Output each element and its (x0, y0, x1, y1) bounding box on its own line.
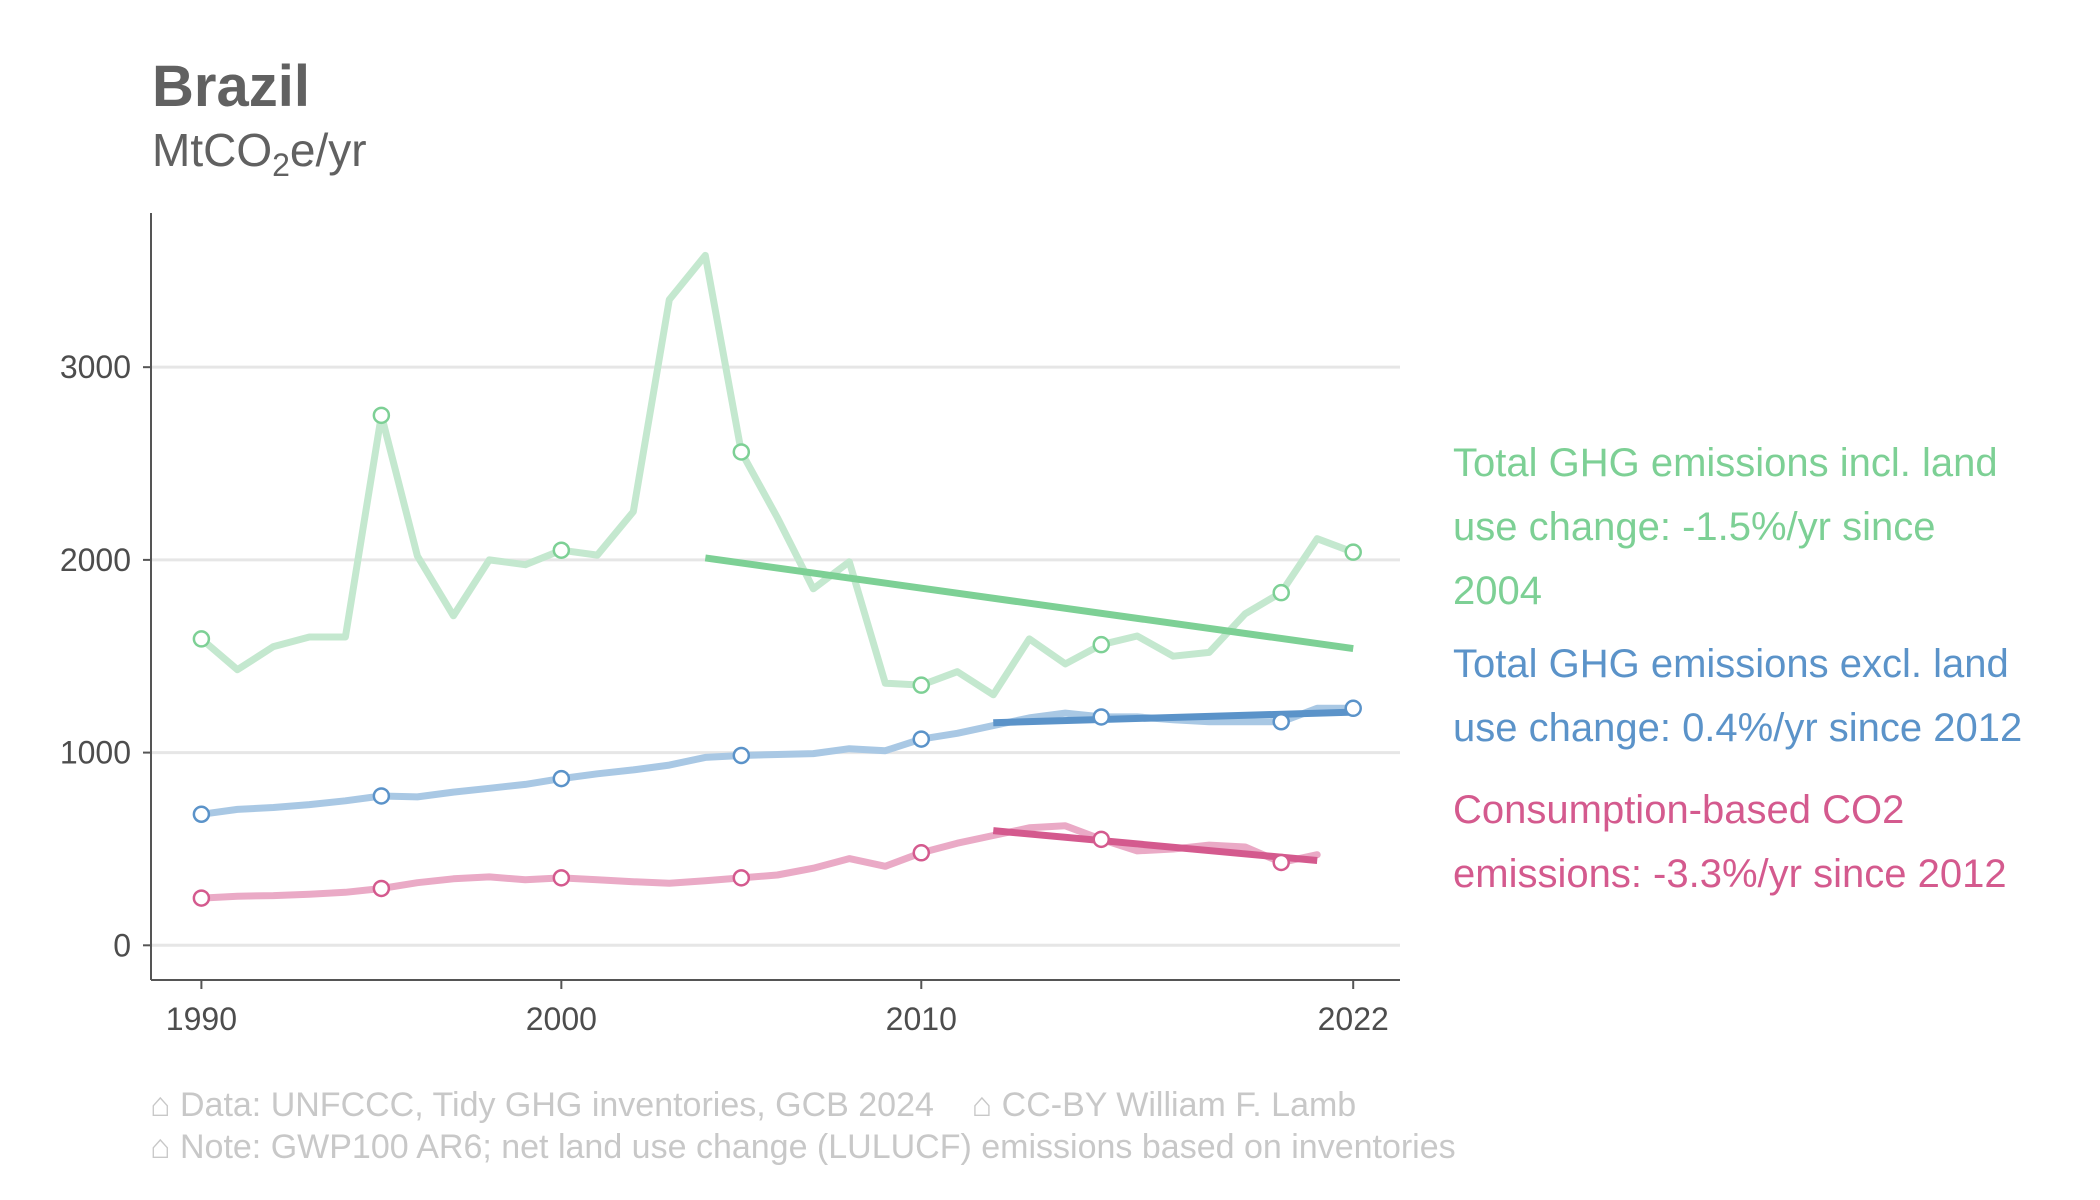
chart-subtitle: MtCO2e/yr (152, 124, 367, 183)
series-0-point-1990 (192, 630, 211, 648)
series-2-point-1995 (372, 879, 391, 898)
y-tick-label-1000: 1000 (60, 735, 131, 771)
gridlines (151, 365, 1400, 947)
y-tick-label-2000: 2000 (60, 542, 131, 578)
series-0-point-2000 (552, 541, 571, 559)
legend: Total GHG emissions incl. land use change… (1453, 441, 2022, 896)
x-tick-label-2010: 2010 (886, 1001, 957, 1037)
legend-label-1-line-0: Total GHG emissions excl. land (1453, 642, 2009, 686)
series-0-point-1995 (372, 406, 391, 425)
legend-label-2-line-0: Consumption-based CO2 (1453, 788, 1904, 832)
series-0-point-2010 (912, 676, 931, 694)
series-0-point-2005 (732, 443, 751, 461)
series-2 (192, 822, 1321, 907)
x-tick-label-1990: 1990 (166, 1001, 237, 1037)
series-1-point-2022 (1344, 699, 1362, 718)
chart-title: Brazil (152, 54, 310, 119)
series-0-point-2022 (1344, 543, 1362, 561)
series-1-point-2015 (1092, 708, 1110, 726)
legend-label-1-line-1: use change: 0.4%/yr since 2012 (1453, 706, 2022, 750)
series-1-point-1995 (372, 787, 391, 805)
legend-label-0-line-0: Total GHG emissions incl. land (1453, 441, 1998, 485)
series-1-trend-line (993, 708, 1354, 727)
series-2-point-2005 (732, 869, 751, 887)
series-0-line (197, 251, 1357, 699)
series-0 (192, 251, 1362, 699)
series-2-point-2020 (1272, 853, 1290, 872)
series-2-line (197, 822, 1321, 902)
series-2-point-1990 (192, 889, 211, 907)
x-tick-label-2022: 2022 (1318, 1001, 1389, 1037)
series-2-point-2015 (1092, 830, 1110, 849)
caption-line-1: ⌂ Data: UNFCCC, Tidy GHG inventories, GC… (150, 1086, 1356, 1124)
series-2-point-2010 (912, 844, 931, 862)
series-1-point-2005 (732, 746, 751, 765)
tick-marks: 0 1000 2000 3000 1990 2000 2010 2022 (60, 349, 1389, 1037)
legend-label-2-line-1: emissions: -3.3%/yr since 2012 (1453, 852, 2007, 896)
series-0-point-2020 (1272, 583, 1290, 602)
series-1-point-1990 (192, 805, 211, 824)
axes (150, 213, 1400, 981)
y-tick-label-0: 0 (113, 927, 131, 963)
series-1 (192, 699, 1362, 824)
series-0-trend-line (704, 554, 1354, 652)
series-1-point-2020 (1272, 713, 1290, 731)
series-1-point-2000 (552, 769, 571, 788)
series-0-point-2015 (1092, 635, 1110, 654)
series-2-point-2000 (552, 869, 571, 887)
series-2-trend-line (992, 827, 1318, 865)
x-tick-label-2000: 2000 (526, 1001, 597, 1037)
series-1-point-2010 (912, 730, 931, 748)
legend-label-0-line-1: use change: -1.5%/yr since (1453, 505, 1935, 549)
legend-label-0-line-2: 2004 (1453, 569, 1542, 613)
y-tick-label-3000: 3000 (60, 349, 131, 385)
series-layer (192, 251, 1362, 907)
caption-line-2: ⌂ Note: GWP100 AR6; net land use change … (150, 1128, 1456, 1166)
